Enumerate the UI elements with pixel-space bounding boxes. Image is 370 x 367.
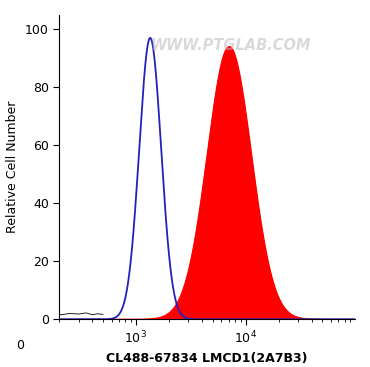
Text: 0: 0 xyxy=(16,339,24,352)
Text: WWW.PTGLAB.COM: WWW.PTGLAB.COM xyxy=(151,38,311,52)
Y-axis label: Relative Cell Number: Relative Cell Number xyxy=(6,101,19,233)
X-axis label: CL488-67834 LMCD1(2A7B3): CL488-67834 LMCD1(2A7B3) xyxy=(107,352,308,365)
